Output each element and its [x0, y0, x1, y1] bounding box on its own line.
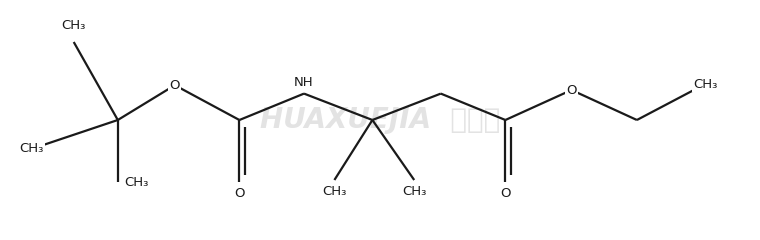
Text: O: O: [169, 79, 180, 92]
Text: CH₃: CH₃: [62, 19, 86, 32]
Text: O: O: [500, 187, 511, 200]
Text: CH₃: CH₃: [322, 185, 347, 198]
Text: NH: NH: [294, 76, 314, 89]
Text: CH₃: CH₃: [20, 142, 44, 155]
Text: O: O: [234, 187, 245, 200]
Text: CH₃: CH₃: [124, 176, 148, 189]
Text: CH₃: CH₃: [693, 78, 717, 90]
Text: CH₃: CH₃: [402, 185, 426, 198]
Text: HUAXUEJIA  化学加: HUAXUEJIA 化学加: [260, 106, 500, 134]
Text: O: O: [566, 84, 577, 96]
